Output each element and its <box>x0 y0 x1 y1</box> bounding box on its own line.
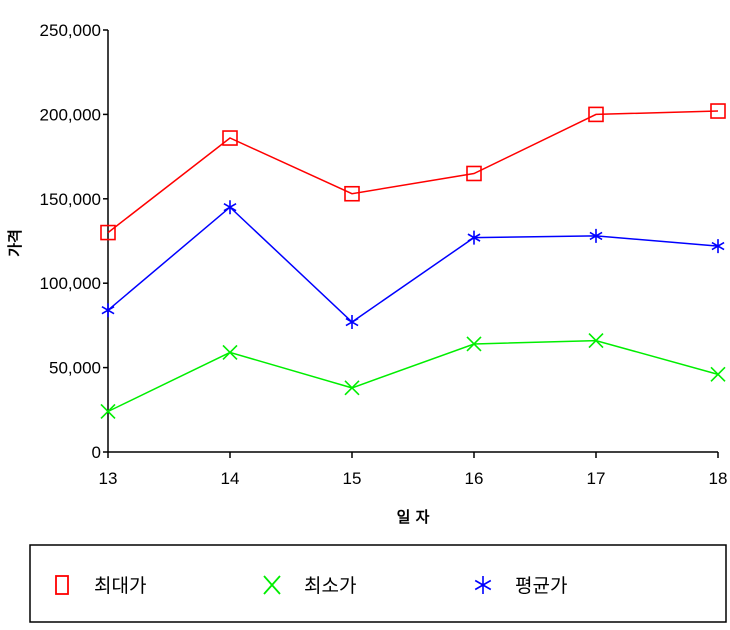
asterisk-marker <box>101 303 115 318</box>
square-marker <box>222 130 238 146</box>
legend-label: 평균가 <box>515 575 567 597</box>
y-tick-label: 200,000 <box>40 105 101 124</box>
x-marker <box>466 336 482 352</box>
legend-item-1: 최대가 <box>55 575 146 597</box>
legend-asterisk-icon <box>474 576 492 594</box>
y-tick-label: 100,000 <box>40 274 101 293</box>
series-1 <box>100 103 726 241</box>
series-line <box>107 339 719 413</box>
x-tick-label: 18 <box>709 469 728 488</box>
x-marker <box>100 403 116 420</box>
legend-label: 최대가 <box>94 575 146 597</box>
series-3 <box>101 200 725 330</box>
y-tick-label: 150,000 <box>40 190 101 209</box>
x-tick-label: 16 <box>465 469 484 488</box>
asterisk-marker <box>589 228 603 243</box>
x-marker <box>588 333 604 349</box>
x-marker <box>222 344 238 360</box>
square-marker <box>466 165 482 182</box>
asterisk-marker <box>711 239 725 254</box>
square-marker <box>710 103 726 119</box>
square-marker <box>100 224 116 241</box>
legend-box <box>29 544 727 623</box>
x-marker <box>344 380 360 396</box>
x-tick-label: 13 <box>99 469 118 488</box>
square-marker <box>344 185 360 202</box>
x-tick-label: 14 <box>221 469 240 488</box>
x-axis-title: 일 자 <box>397 508 430 526</box>
y-tick-label: 250,000 <box>40 21 101 40</box>
legend-label: 최소가 <box>304 575 356 597</box>
y-tick-label: 0 <box>92 443 101 462</box>
legend-item-2: 최소가 <box>263 575 356 597</box>
y-tick-label: 50,000 <box>49 359 101 378</box>
axes: 0 50,000 100,000 150,000 200,000 250,000 13 14 1… <box>40 21 728 488</box>
series-2 <box>100 333 726 420</box>
series-layer <box>100 103 726 420</box>
legend: 최대가 최소가 평균가 <box>29 544 727 623</box>
x-tick-label: 15 <box>343 469 362 488</box>
y-axis-title: 가격 <box>6 229 24 257</box>
legend-item-3: 평균가 <box>474 575 567 597</box>
x-marker <box>710 366 726 382</box>
legend-x-icon <box>263 575 281 595</box>
series-line <box>107 110 719 234</box>
x-tick-label: 17 <box>587 469 606 488</box>
asterisk-marker <box>467 230 481 245</box>
asterisk-marker <box>223 200 237 215</box>
series-line <box>107 206 719 323</box>
asterisk-marker <box>345 315 359 330</box>
legend-square-icon <box>55 575 69 595</box>
square-marker <box>588 106 604 123</box>
